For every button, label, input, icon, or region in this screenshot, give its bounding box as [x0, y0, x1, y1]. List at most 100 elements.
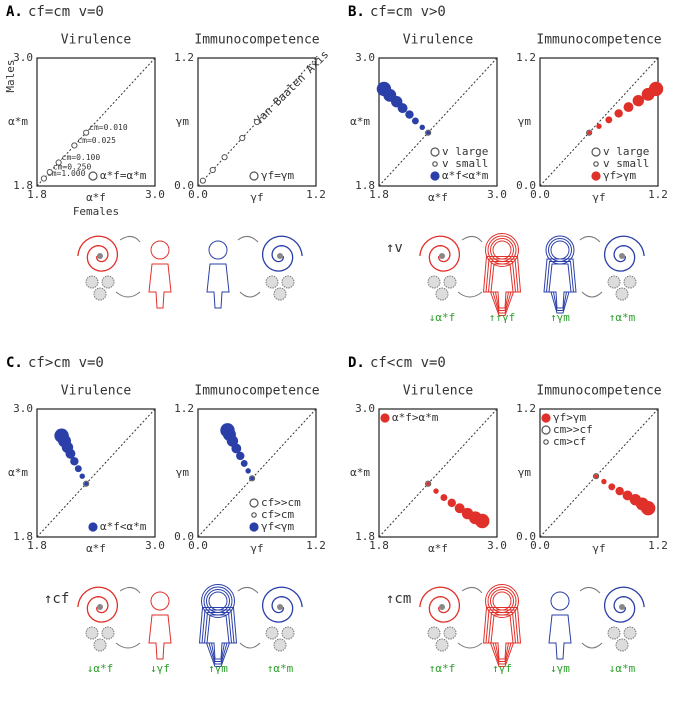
y-tick-label: 1.2 [174, 51, 194, 64]
host-cell [443, 626, 457, 640]
y-tick-label: 1.2 [174, 402, 194, 415]
y-tick-label: 0.0 [174, 179, 194, 192]
host-cell [281, 275, 295, 289]
person-head [150, 240, 170, 260]
arrow [115, 291, 141, 298]
legend-label: γf=γm [261, 169, 294, 182]
data-point [614, 109, 623, 118]
legend-marker [591, 147, 601, 157]
effect: ↑↑γf [489, 311, 516, 324]
person-head [485, 233, 519, 267]
legend-label: γf>γm [553, 411, 586, 424]
legend-marker [249, 522, 259, 532]
person-head [545, 235, 575, 265]
host-cell [273, 638, 287, 652]
panel-label: D. [348, 355, 365, 371]
data-point [587, 130, 592, 135]
legend-label: α*f<α*m [100, 520, 147, 533]
data-point [84, 481, 89, 486]
chart-title: Immunocompetence [194, 384, 319, 399]
legend-marker [591, 171, 601, 181]
effect: ↑α*m [267, 662, 294, 675]
y-tick-label: 3.0 [13, 402, 33, 415]
y-axis-label: α*m [8, 466, 28, 479]
person-head [485, 584, 519, 618]
data-point [40, 175, 47, 182]
data-point [640, 501, 656, 516]
legend-label: v small [442, 157, 488, 170]
arrow [119, 587, 141, 594]
host-cell [265, 626, 279, 640]
diagonal [197, 57, 317, 187]
host-cell [101, 626, 115, 640]
x-tick-label: 3.0 [145, 188, 165, 201]
effect: ↑α*f [429, 662, 456, 675]
person-head [208, 591, 228, 611]
person-head [492, 240, 512, 260]
person-head [206, 589, 230, 613]
person-body [487, 261, 517, 311]
data-point [253, 118, 261, 126]
person-body [206, 263, 230, 309]
data-point [236, 451, 245, 461]
legend-label: cf>>cm [261, 496, 301, 509]
legend-label: v small [603, 157, 649, 170]
pathogen [261, 235, 303, 272]
host-cell [443, 275, 457, 289]
arrow [457, 642, 483, 649]
data-point [596, 123, 602, 129]
data-point [209, 166, 216, 174]
x-tick-label: 1.2 [648, 539, 668, 552]
legend-marker [88, 171, 98, 181]
person-head [548, 238, 572, 262]
pathogen-core [97, 604, 103, 610]
x-tick-label: 1.2 [306, 539, 326, 552]
arrow [119, 236, 141, 243]
person-body [206, 614, 230, 660]
person-head [487, 586, 517, 616]
data-point [239, 134, 246, 142]
panel-condition: cf>cm v=0 [28, 355, 104, 371]
host-cell [615, 287, 629, 301]
chart-title: Virulence [61, 384, 132, 399]
pathogen-core [619, 604, 625, 610]
chart-title: Immunocompetence [536, 33, 661, 48]
x-tick-label: 1.8 [369, 539, 389, 552]
y-tick-label: 0.0 [516, 530, 536, 543]
trigger: ↑cf [44, 591, 69, 607]
x-tick-label: 3.0 [487, 539, 507, 552]
host-cell [607, 275, 621, 289]
arrow [461, 236, 483, 243]
pathogen-core [277, 604, 283, 610]
host-cell [615, 638, 629, 652]
pathogen [261, 586, 303, 623]
plot-frame [36, 57, 156, 187]
data-point [440, 494, 448, 501]
x-axis-label: α*f [428, 191, 448, 204]
legend-label: v large [442, 145, 488, 158]
data-point [426, 130, 431, 135]
x-tick-label: 0.0 [188, 188, 208, 201]
legend-label: γf>γm [603, 169, 636, 182]
plot-frame [197, 57, 317, 187]
y-tick-label: 1.2 [516, 402, 536, 415]
diagonal [36, 408, 156, 538]
x-axis-title: Females [73, 205, 119, 218]
data-point [199, 177, 207, 184]
legend-marker [430, 171, 440, 181]
legend-label: γf<γm [261, 520, 294, 533]
plot-frame [36, 408, 156, 538]
y-axis-label: γm [176, 466, 190, 479]
effect: ↑γm [208, 662, 228, 675]
trigger: ↑cm [386, 591, 411, 607]
plot-frame [539, 408, 659, 538]
plot-frame [539, 57, 659, 187]
x-tick-label: 1.8 [27, 188, 47, 201]
person-body [548, 263, 572, 309]
person-head [550, 240, 570, 260]
y-tick-label: 3.0 [355, 402, 375, 415]
panel-label: A. [6, 4, 23, 20]
panel-condition: cf=cm v>0 [370, 4, 446, 20]
y-tick-label: 1.8 [355, 530, 375, 543]
pathogen-core [439, 604, 445, 610]
